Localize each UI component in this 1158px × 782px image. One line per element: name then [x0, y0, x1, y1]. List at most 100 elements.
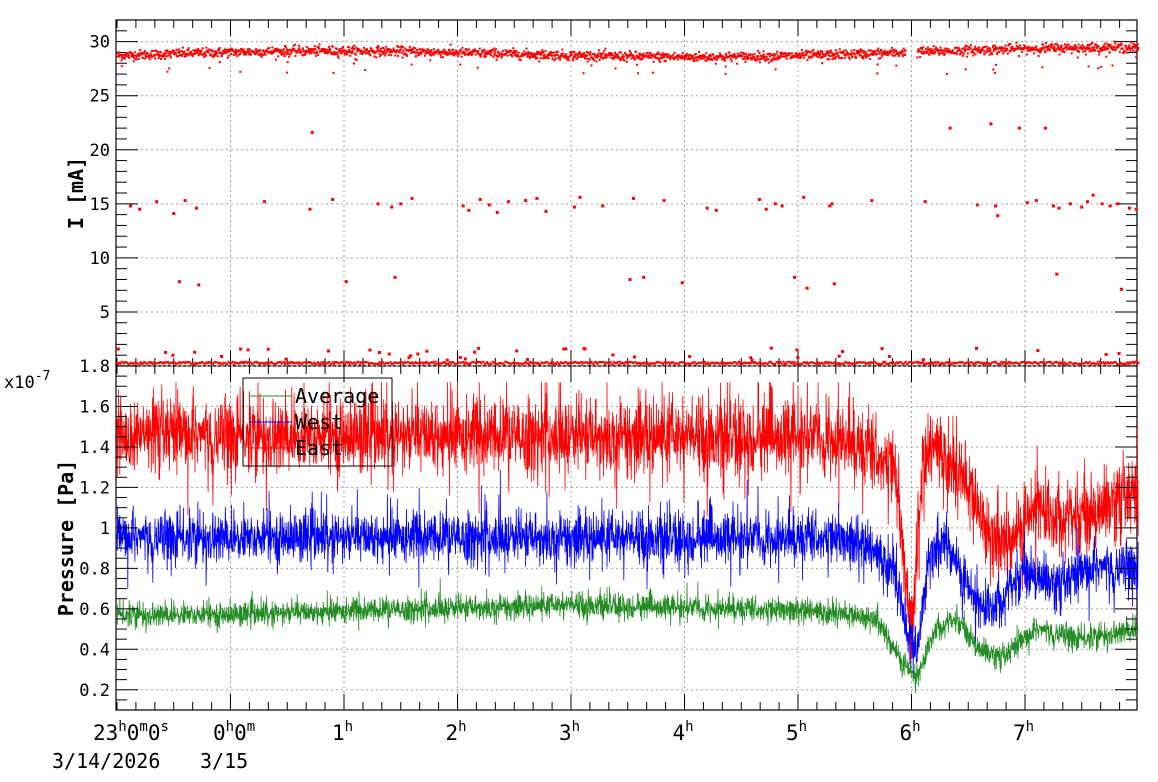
current-point	[351, 52, 354, 55]
current-point	[173, 361, 176, 364]
current-y-tick-label: 30	[90, 33, 110, 53]
current-point	[355, 362, 358, 365]
current-point	[329, 362, 332, 365]
current-point	[429, 51, 432, 54]
current-point	[880, 54, 883, 57]
current-point	[1058, 49, 1061, 52]
current-point	[1016, 361, 1019, 364]
current-point	[843, 362, 846, 365]
current-point	[401, 45, 404, 48]
current-point	[242, 51, 245, 54]
current-point	[256, 362, 259, 365]
current-point	[632, 54, 635, 57]
current-point	[421, 361, 424, 364]
current-point	[492, 56, 495, 59]
current-point	[268, 46, 271, 49]
current-point	[618, 360, 621, 363]
current-point	[166, 70, 169, 73]
current-point	[714, 362, 717, 365]
current-point	[582, 361, 585, 364]
current-point	[409, 361, 412, 364]
current-point	[1119, 361, 1122, 364]
current-point	[724, 53, 727, 56]
current-outlier-point	[1025, 201, 1029, 205]
current-point	[491, 360, 494, 363]
current-outlier-point	[680, 281, 684, 285]
current-point	[612, 57, 615, 60]
current-point	[1090, 50, 1093, 53]
current-point	[791, 52, 794, 55]
current-point	[251, 363, 254, 366]
current-point	[1132, 49, 1135, 52]
current-series-points	[116, 40, 1140, 366]
current-point	[244, 360, 247, 363]
current-point	[621, 55, 624, 58]
current-point	[1009, 42, 1012, 45]
current-point	[572, 361, 575, 364]
current-point	[361, 50, 364, 53]
current-point	[1107, 45, 1110, 48]
current-point	[183, 55, 186, 58]
current-point	[277, 361, 280, 364]
current-point	[585, 50, 588, 53]
current-outlier-point	[714, 208, 718, 212]
current-point	[1014, 47, 1017, 50]
current-point	[1129, 49, 1132, 52]
current-point	[1103, 46, 1106, 49]
current-point	[198, 362, 201, 365]
current-point	[992, 68, 995, 71]
current-point	[649, 53, 652, 56]
current-point	[201, 360, 204, 363]
current-point	[944, 362, 947, 365]
current-point	[772, 58, 775, 61]
current-point	[1046, 360, 1049, 363]
current-point	[185, 55, 188, 58]
current-point	[1048, 49, 1051, 52]
current-point	[158, 55, 161, 58]
current-point	[213, 361, 216, 364]
current-point	[338, 47, 341, 50]
current-point	[727, 362, 730, 365]
current-point	[732, 361, 735, 364]
current-point	[568, 362, 571, 365]
current-point	[744, 362, 747, 365]
current-point	[294, 362, 297, 365]
current-point	[227, 54, 230, 57]
current-point	[285, 48, 288, 51]
current-point	[896, 362, 899, 365]
current-point	[1093, 362, 1096, 365]
current-point	[712, 53, 715, 56]
current-point	[233, 51, 236, 54]
current-point	[1030, 46, 1033, 49]
current-point	[807, 50, 810, 53]
current-point	[965, 55, 968, 58]
current-point	[691, 57, 694, 60]
current-point	[1118, 50, 1121, 53]
current-point	[1013, 361, 1016, 364]
current-point	[197, 54, 200, 57]
current-point	[831, 54, 834, 57]
current-point	[806, 361, 809, 364]
current-point	[494, 49, 497, 52]
current-outlier-point	[1080, 205, 1084, 209]
current-point	[1093, 46, 1096, 49]
current-point	[343, 53, 346, 56]
current-point	[925, 50, 928, 53]
current-point	[609, 56, 612, 59]
current-point	[804, 51, 807, 54]
current-point	[908, 361, 911, 364]
current-point	[832, 362, 835, 365]
current-point	[685, 52, 688, 55]
current-point	[428, 52, 431, 55]
current-point	[1115, 362, 1118, 365]
current-point	[1003, 361, 1006, 364]
current-point	[567, 59, 570, 62]
current-point	[821, 362, 824, 365]
current-point	[1135, 361, 1138, 364]
current-point	[354, 53, 357, 56]
current-point	[345, 49, 348, 52]
current-point	[698, 361, 701, 364]
current-point	[688, 362, 691, 365]
current-point	[292, 48, 295, 51]
current-point	[574, 56, 577, 59]
